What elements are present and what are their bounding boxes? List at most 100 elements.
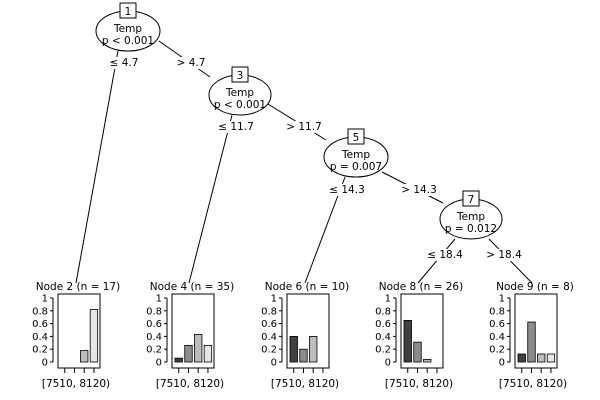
x-label: [7510, 8120) (271, 378, 339, 390)
x-label: [7510, 8120) (499, 378, 567, 390)
edge-label: ≤ 11.7 (218, 121, 254, 133)
node-pvalue: p < 0.001 (214, 99, 266, 111)
y-tick-label: 0.2 (146, 345, 162, 356)
node-id-box (347, 128, 365, 145)
terminal-label: Node 8 (n = 26) (379, 281, 463, 293)
node-variable: Temp (341, 149, 370, 161)
bar (537, 353, 546, 363)
y-tick-label: 1 (385, 294, 391, 305)
bar (89, 309, 99, 363)
y-tick-label: 0.2 (375, 345, 391, 356)
y-tick-label: 0 (271, 358, 277, 369)
node-variable: Temp (113, 23, 142, 35)
node-id: 5 (353, 132, 360, 144)
node-variable: Temp (225, 87, 254, 99)
node-id-box (231, 66, 249, 83)
y-tick-label: 0.8 (489, 306, 505, 317)
y-tick-label: 0 (156, 358, 162, 369)
y-tick-label: 1 (271, 294, 277, 305)
terminal-node-2: Node 4 (n = 35)10.8 0.6 0.4 0.2 0 [7510, 8120… (146, 281, 234, 390)
x-label: [7510, 8120) (156, 378, 224, 390)
y-tick-label: 1 (156, 294, 162, 305)
node-id-box (119, 2, 137, 19)
edge-label-bg (398, 184, 440, 196)
node-id: 7 (468, 194, 475, 206)
edge-label: ≤ 14.3 (329, 184, 365, 196)
bar (423, 359, 432, 363)
y-tick-label: 0.6 (146, 319, 162, 330)
bar (184, 344, 193, 363)
y-tick-label: 0.2 (261, 345, 277, 356)
y-tick-label: 0 (385, 358, 391, 369)
y-tick-label: 0.4 (146, 332, 162, 343)
tree-edge (75, 50, 119, 284)
y-tick-label: 0.4 (489, 332, 505, 343)
terminal-label: Node 6 (n = 10) (265, 281, 349, 293)
y-tick-label: 0.6 (32, 319, 48, 330)
terminal-node-5: Node 9 (n = 8)10.8 0.6 0.4 0.2 0 [7510, 8120) (489, 281, 574, 390)
y-tick-label: 0.6 (261, 319, 277, 330)
edge-label: > 14.3 (401, 184, 437, 196)
y-tick-label: 0.6 (489, 319, 505, 330)
terminal-node-3: Node 6 (n = 10)10.8 0.6 0.4 0.2 0 [7510, 8120… (261, 281, 349, 390)
node-pvalue: p < 0.001 (102, 35, 154, 47)
edge-label-bg (173, 57, 209, 69)
y-tick-label: 0.8 (261, 306, 277, 317)
node-pvalue: p = 0.007 (330, 161, 382, 173)
bar (194, 334, 203, 363)
bar (403, 319, 412, 363)
bar (80, 350, 89, 363)
node-pvalue: p = 0.012 (445, 223, 497, 235)
terminal-label: Node 9 (n = 8) (496, 281, 574, 293)
edge-label: > 18.4 (486, 249, 522, 261)
edge-label: ≤ 18.4 (427, 249, 463, 261)
bar (309, 335, 318, 363)
y-tick-label: 0.8 (32, 306, 48, 317)
edge-label-bg (483, 249, 525, 261)
y-tick-label: 0.4 (375, 332, 391, 343)
bar (203, 344, 213, 363)
edge-label-bg (326, 184, 368, 196)
tree-edges (75, 40, 533, 284)
bar (289, 335, 298, 363)
x-label: [7510, 8120) (42, 378, 110, 390)
y-tick-label: 0.4 (32, 332, 48, 343)
node-id: 1 (125, 6, 132, 18)
y-tick-label: 0.2 (32, 345, 48, 356)
y-tick-label: 0 (42, 358, 48, 369)
edge-label: > 11.7 (286, 121, 322, 133)
terminal-nodes: Node 2 (n = 17)10.80.60.40.20[7510, 8120… (32, 281, 574, 390)
terminal-node-1: Node 2 (n = 17)10.8 0.6 0.4 0.2 0 [7510, 8120… (32, 281, 120, 390)
edge-label: > 4.7 (177, 57, 206, 69)
edge-labels: ≤ 4.7 > 4.7 ≤ 11.7 > 11.7 ≤ 14.3 > 14.3 ≤ 18.4… (106, 57, 525, 261)
terminal-label: Node 2 (n = 17) (36, 281, 120, 293)
node-variable: Temp (456, 211, 485, 223)
bar (517, 353, 526, 363)
edge-label-bg (424, 249, 466, 261)
node-id: 3 (237, 70, 244, 82)
y-tick-label: 0.8 (146, 306, 162, 317)
bar (546, 353, 556, 363)
y-tick-label: 0.4 (261, 332, 277, 343)
edge-label-bg (106, 57, 142, 69)
y-tick-label: 0.8 (375, 306, 391, 317)
node-id-box (462, 190, 480, 207)
bar (174, 357, 183, 363)
tree-edge (188, 114, 233, 284)
y-tick-label: 0 (499, 358, 505, 369)
edge-label: ≤ 4.7 (110, 57, 139, 69)
bar (413, 341, 422, 363)
y-tick-label: 0.6 (375, 319, 391, 330)
bar (299, 348, 308, 363)
y-tick-label: 1 (42, 294, 48, 305)
edge-label-bg (215, 121, 257, 133)
x-label: [7510, 8120) (385, 378, 453, 390)
terminal-label: Node 4 (n = 35) (150, 281, 234, 293)
bar (527, 321, 536, 363)
